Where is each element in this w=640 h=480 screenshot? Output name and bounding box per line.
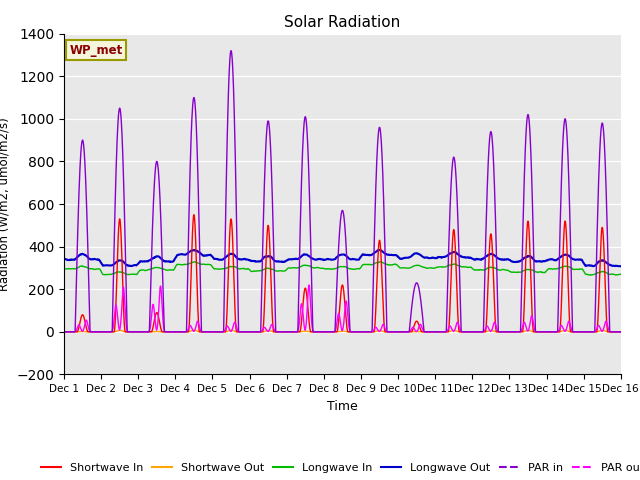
Longwave In <box>216 266 223 272</box>
Legend: Shortwave In, Shortwave Out, Longwave In, Longwave Out, PAR in, PAR out: Shortwave In, Shortwave Out, Longwave In… <box>36 458 640 478</box>
Shortwave In <box>568 329 575 335</box>
Line: Longwave In: Longwave In <box>64 262 621 275</box>
Shortwave In <box>359 329 367 335</box>
PAR in <box>216 329 223 335</box>
Shortwave Out <box>617 329 625 335</box>
Longwave In <box>568 265 575 271</box>
Shortwave In <box>584 329 591 335</box>
PAR out <box>371 325 379 331</box>
Longwave Out <box>216 257 223 263</box>
Line: PAR out: PAR out <box>64 285 621 332</box>
Shortwave Out <box>216 329 223 335</box>
Longwave In <box>504 268 512 274</box>
PAR out <box>60 329 68 335</box>
Shortwave Out <box>371 329 379 335</box>
Longwave Out <box>358 252 366 257</box>
Longwave Out <box>617 264 625 269</box>
PAR out <box>584 329 591 335</box>
PAR in <box>371 219 379 225</box>
Longwave In <box>60 266 68 272</box>
Shortwave Out <box>584 329 591 335</box>
Shortwave In <box>504 329 512 335</box>
Line: Shortwave In: Shortwave In <box>64 215 621 332</box>
Longwave In <box>586 272 594 278</box>
Longwave In <box>617 271 625 277</box>
Longwave Out <box>568 255 575 261</box>
PAR out <box>568 327 575 333</box>
PAR out <box>617 329 625 335</box>
Shortwave In <box>371 324 379 330</box>
X-axis label: Time: Time <box>327 400 358 413</box>
PAR in <box>568 296 575 301</box>
Line: Shortwave Out: Shortwave Out <box>64 330 621 332</box>
Shortwave In <box>190 212 198 217</box>
PAR out <box>305 282 313 288</box>
PAR in <box>584 329 591 335</box>
Longwave Out <box>376 247 383 253</box>
Y-axis label: Radiation (W/m2, umol/m2/s): Radiation (W/m2, umol/m2/s) <box>0 117 11 291</box>
Longwave Out <box>504 257 512 263</box>
Longwave Out <box>60 256 68 262</box>
Longwave In <box>377 259 385 265</box>
PAR in <box>60 329 68 335</box>
Shortwave Out <box>568 329 575 335</box>
PAR in <box>227 48 235 54</box>
Shortwave Out <box>60 329 68 335</box>
Longwave In <box>371 261 378 266</box>
Shortwave In <box>60 329 68 335</box>
Longwave In <box>358 262 366 268</box>
Shortwave Out <box>504 329 512 335</box>
PAR out <box>504 329 512 335</box>
Longwave Out <box>584 263 591 268</box>
Longwave Out <box>371 250 378 256</box>
Title: Solar Radiation: Solar Radiation <box>284 15 401 30</box>
Shortwave Out <box>359 329 367 335</box>
PAR in <box>504 329 512 335</box>
Longwave In <box>584 272 591 277</box>
Line: Longwave Out: Longwave Out <box>64 250 621 266</box>
Shortwave In <box>216 329 223 335</box>
PAR out <box>216 329 223 335</box>
Shortwave In <box>617 329 625 335</box>
PAR in <box>617 329 625 335</box>
Line: PAR in: PAR in <box>64 51 621 332</box>
Shortwave Out <box>190 327 198 333</box>
Text: WP_met: WP_met <box>70 44 123 57</box>
PAR out <box>359 329 367 335</box>
PAR in <box>359 329 367 335</box>
